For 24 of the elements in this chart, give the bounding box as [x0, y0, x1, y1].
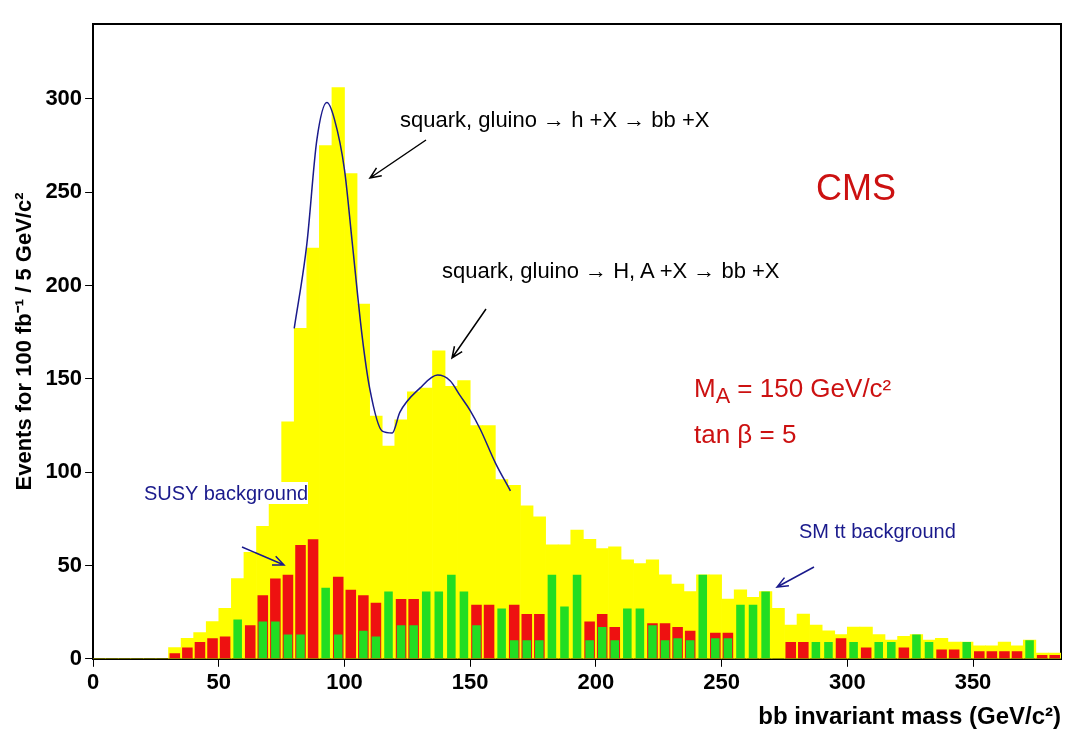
annotation: CMS: [816, 167, 896, 208]
x-tick-label: 350: [954, 669, 992, 695]
y-tick-label: 50: [57, 551, 83, 577]
annotation: squark, gluino → H, A +X → bb +X: [442, 258, 780, 284]
x-axis-title: bb invariant mass (GeV/c²): [758, 702, 1061, 730]
x-tick-label: 250: [703, 669, 740, 695]
annotation: M$_{A}$ = 150 GeV/c²: [694, 373, 892, 409]
x-tick-label: 100: [326, 669, 363, 695]
y-axis-title: Events for 100 fb⁻¹ / 5 GeV/c²: [11, 192, 37, 491]
x-tick-label: 50: [206, 669, 232, 695]
x-tick-label: 0: [86, 669, 100, 695]
y-tick-label: 0: [69, 644, 83, 670]
annotation: squark, gluino → h +X → bb +X: [400, 107, 710, 133]
y-tick-label: 250: [45, 178, 83, 204]
x-tick-label: 150: [451, 669, 489, 695]
x-tick-label: 200: [577, 669, 615, 695]
annotation: SUSY background: [144, 482, 309, 504]
annotation: tan β = 5: [694, 419, 797, 449]
y-tick-label: 150: [45, 364, 83, 390]
y-tick-label: 300: [45, 84, 83, 110]
y-tick-label: 200: [45, 271, 83, 297]
y-tick-label: 100: [45, 458, 83, 484]
annotation: SM tt background: [799, 520, 956, 542]
x-tick-label: 300: [828, 669, 866, 695]
